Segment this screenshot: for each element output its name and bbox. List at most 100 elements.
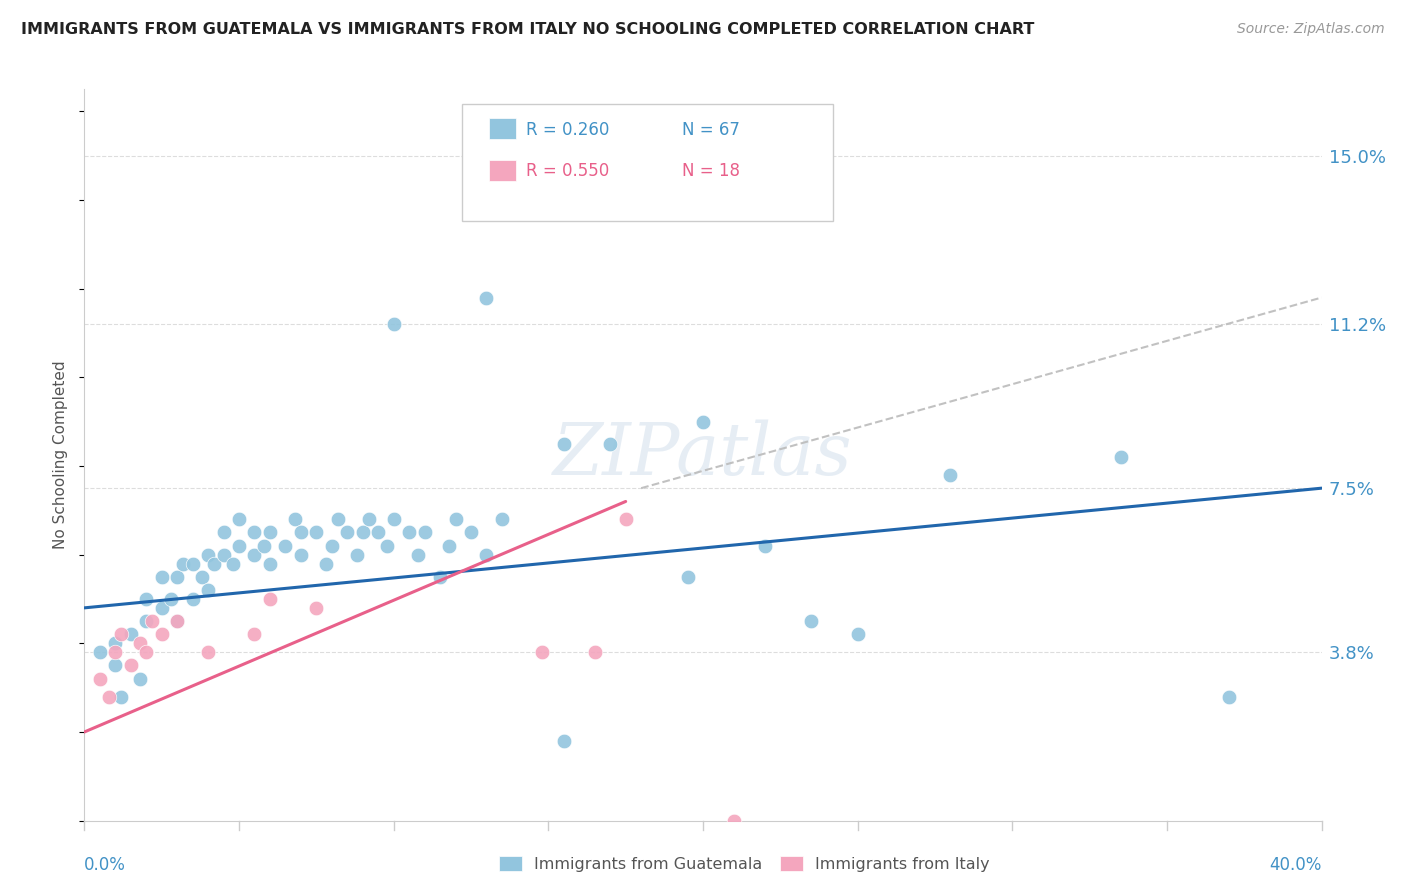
Text: R = 0.550: R = 0.550 (526, 162, 609, 180)
Point (166, 614, 188, 628)
Point (800, 614, 823, 628)
Point (135, 592, 157, 607)
Point (191, 570, 214, 584)
Point (259, 592, 281, 607)
Point (460, 525, 482, 540)
FancyBboxPatch shape (461, 103, 832, 221)
Point (253, 539, 276, 553)
Point (135, 645, 157, 659)
Point (336, 525, 359, 540)
Point (243, 525, 266, 540)
Point (413, 525, 436, 540)
Point (104, 636, 127, 650)
Point (120, 658, 142, 673)
Point (274, 539, 297, 553)
Point (475, 548, 498, 562)
Point (212, 525, 235, 540)
Point (939, 467, 962, 482)
Point (150, 600, 173, 615)
Text: 0.0%: 0.0% (84, 856, 127, 874)
Point (491, 512, 513, 526)
Point (129, 636, 152, 650)
FancyBboxPatch shape (489, 118, 516, 139)
Point (197, 583, 219, 598)
Point (104, 658, 127, 673)
Point (614, 512, 637, 526)
Point (243, 548, 266, 562)
Point (212, 548, 235, 562)
Point (599, 437, 621, 451)
Point (290, 548, 312, 562)
Point (197, 548, 219, 562)
Point (326, 512, 349, 526)
Point (243, 627, 266, 641)
Text: 40.0%: 40.0% (1270, 856, 1322, 874)
Point (439, 539, 461, 553)
FancyBboxPatch shape (489, 160, 516, 180)
Point (197, 645, 219, 659)
Point (382, 317, 405, 331)
Point (398, 525, 420, 540)
Point (352, 525, 374, 540)
Point (1109, 450, 1132, 464)
Point (166, 570, 188, 584)
Point (305, 525, 328, 540)
Point (259, 557, 281, 571)
Point (110, 690, 132, 704)
Point (531, 645, 554, 659)
Point (89, 645, 111, 659)
Text: Immigrants from Italy: Immigrants from Italy (815, 857, 990, 872)
Point (202, 557, 225, 571)
Point (553, 437, 575, 451)
Point (754, 539, 776, 553)
Point (228, 512, 250, 526)
Y-axis label: No Schooling Completed: No Schooling Completed (53, 360, 69, 549)
Point (172, 557, 194, 571)
Point (676, 570, 699, 584)
Point (284, 512, 307, 526)
Point (723, 814, 745, 828)
Point (166, 614, 188, 628)
Text: ZIPatlas: ZIPatlas (553, 419, 853, 491)
Point (290, 525, 312, 540)
Text: Immigrants from Guatemala: Immigrants from Guatemala (534, 857, 762, 872)
Point (367, 525, 389, 540)
Point (135, 614, 157, 628)
Point (259, 525, 281, 540)
Point (583, 645, 606, 659)
Point (150, 570, 173, 584)
Text: R = 0.260: R = 0.260 (526, 121, 609, 139)
Point (315, 557, 337, 571)
Point (321, 539, 343, 553)
Point (104, 645, 127, 659)
Point (382, 512, 405, 526)
Point (846, 627, 869, 641)
Point (553, 734, 575, 748)
Point (377, 539, 399, 553)
Point (1218, 690, 1240, 704)
Point (346, 548, 368, 562)
Text: IMMIGRANTS FROM GUATEMALA VS IMMIGRANTS FROM ITALY NO SCHOOLING COMPLETED CORREL: IMMIGRANTS FROM GUATEMALA VS IMMIGRANTS … (21, 22, 1035, 37)
Point (222, 557, 245, 571)
Point (110, 627, 132, 641)
Point (141, 614, 163, 628)
Point (357, 512, 380, 526)
Point (408, 548, 430, 562)
Point (228, 539, 250, 553)
Point (475, 291, 498, 305)
Point (181, 592, 204, 607)
Point (120, 627, 142, 641)
Point (98, 690, 121, 704)
Text: Source: ZipAtlas.com: Source: ZipAtlas.com (1237, 22, 1385, 37)
Point (692, 415, 714, 429)
Point (181, 557, 204, 571)
Point (160, 592, 183, 607)
Point (150, 627, 173, 641)
Point (444, 512, 467, 526)
Text: N = 18: N = 18 (682, 162, 740, 180)
Point (305, 600, 328, 615)
Point (129, 672, 152, 686)
Point (429, 570, 451, 584)
Point (89, 672, 111, 686)
Text: N = 67: N = 67 (682, 121, 740, 139)
